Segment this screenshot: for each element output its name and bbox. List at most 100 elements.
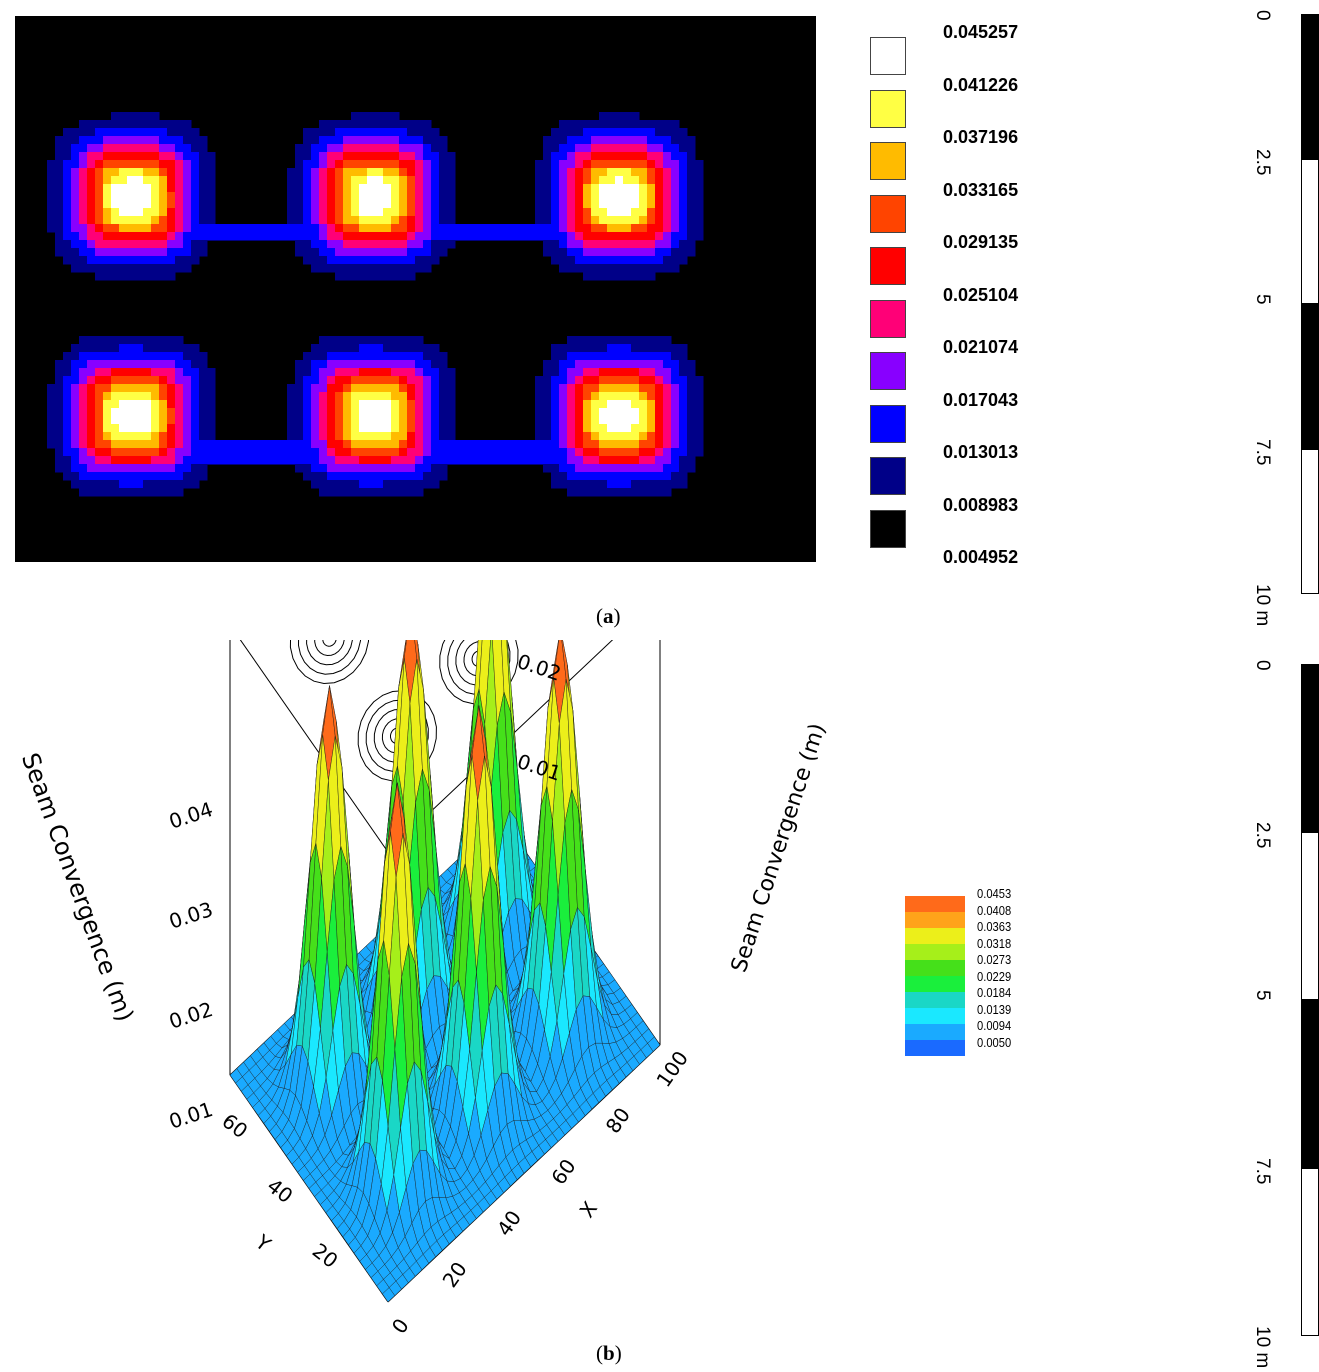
heatmap-cell	[607, 136, 616, 145]
heatmap-cell	[159, 368, 168, 377]
heatmap-cell	[311, 376, 320, 385]
heatmap-cell	[127, 392, 136, 401]
heatmap-cell	[79, 472, 88, 481]
heatmap-cell	[335, 472, 344, 481]
heatmap-cell	[639, 272, 648, 281]
heatmap-cell	[431, 464, 440, 473]
heatmap-cell	[639, 128, 648, 137]
heatmap-cell	[119, 160, 128, 169]
heatmap-cell	[343, 376, 352, 385]
heatmap-cell	[295, 432, 304, 441]
heatmap-cell	[63, 240, 72, 249]
heatmap-cell	[279, 224, 288, 233]
heatmap-cell	[559, 216, 568, 225]
heatmap-cell	[335, 192, 344, 201]
heatmap-cell	[391, 360, 400, 369]
surface-box-edge	[239, 640, 389, 853]
heatmap-cell	[503, 456, 512, 465]
scale-tick-label: 7.5	[1252, 1158, 1273, 1185]
heatmap-cell	[351, 472, 360, 481]
heatmap-cell	[199, 392, 208, 401]
heatmap-cell	[183, 464, 192, 473]
heatmap-cell	[167, 232, 176, 241]
heatmap-cell	[415, 480, 424, 489]
heatmap-cell	[111, 488, 120, 497]
heatmap-cell	[399, 136, 408, 145]
heatmap-cell	[319, 472, 328, 481]
heatmap-cell	[639, 480, 648, 489]
heatmap-cell	[159, 344, 168, 353]
heatmap-cell	[79, 408, 88, 417]
heatmap-cell	[319, 216, 328, 225]
heatmap-cell	[335, 360, 344, 369]
heatmap-cell	[439, 176, 448, 185]
heatmap-cell	[63, 360, 72, 369]
heatmap-cell	[663, 152, 672, 161]
heatmap-cell	[295, 248, 304, 257]
heatmap-cell	[335, 120, 344, 129]
heatmap-cell	[151, 240, 160, 249]
heatmap-cell	[47, 184, 56, 193]
contour-line	[289, 640, 370, 685]
heatmap-cell	[375, 136, 384, 145]
heatmap-cell	[679, 248, 688, 257]
heatmap-cell	[151, 344, 160, 353]
heatmap-cell	[399, 408, 408, 417]
heatmap-cell	[655, 336, 664, 345]
heatmap-cell	[407, 448, 416, 457]
heatmap-cell	[543, 408, 552, 417]
heatmap-cell	[111, 376, 120, 385]
heatmap-cell	[327, 160, 336, 169]
heatmap-cell	[575, 184, 584, 193]
heatmap-cell	[591, 400, 600, 409]
z-tick-label: 0.01	[166, 1097, 216, 1134]
heatmap-cell	[327, 192, 336, 201]
heatmap-cell	[359, 160, 368, 169]
heatmap-cell	[47, 416, 56, 425]
heatmap-cell	[615, 216, 624, 225]
heatmap-cell	[415, 200, 424, 209]
heatmap-cell	[447, 400, 456, 409]
heatmap-cell	[567, 344, 576, 353]
heatmap-cell	[407, 168, 416, 177]
heatmap-cell	[359, 192, 368, 201]
heatmap-cell	[671, 208, 680, 217]
heatmap-cell	[631, 208, 640, 217]
heatmap-cell	[135, 232, 144, 241]
heatmap-cell	[191, 160, 200, 169]
heatmap-cell	[567, 264, 576, 273]
heatmap-cell	[463, 456, 472, 465]
heatmap-cell	[567, 208, 576, 217]
heatmap-cell	[687, 176, 696, 185]
heatmap-cell	[543, 464, 552, 473]
heatmap-cell	[47, 168, 56, 177]
heatmap-cell	[319, 392, 328, 401]
heatmap-cell	[551, 224, 560, 233]
heatmap-cell	[631, 240, 640, 249]
heatmap-cell	[391, 176, 400, 185]
heatmap-cell	[583, 136, 592, 145]
heatmap-cell	[167, 128, 176, 137]
heatmap-cell	[559, 464, 568, 473]
heatmap-cell	[71, 408, 80, 417]
heatmap-cell	[399, 456, 408, 465]
heatmap-cell	[215, 448, 224, 457]
heatmap-cell	[135, 136, 144, 145]
heatmap-cell	[175, 336, 184, 345]
heatmap-cell	[599, 464, 608, 473]
heatmap-cell	[127, 488, 136, 497]
heatmap-cell	[95, 424, 104, 433]
heatmap-cell	[599, 448, 608, 457]
heatmap-cell	[55, 248, 64, 257]
heatmap-cell	[191, 152, 200, 161]
heatmap-cell	[343, 272, 352, 281]
heatmap-cell	[671, 472, 680, 481]
heatmap-cell	[535, 200, 544, 209]
heatmap-cell	[191, 192, 200, 201]
heatmap-cell	[439, 440, 448, 449]
heatmap-cell	[103, 152, 112, 161]
heatmap-cell	[559, 472, 568, 481]
heatmap-cell	[663, 184, 672, 193]
heatmap-cell	[167, 368, 176, 377]
heatmap-cell	[391, 392, 400, 401]
